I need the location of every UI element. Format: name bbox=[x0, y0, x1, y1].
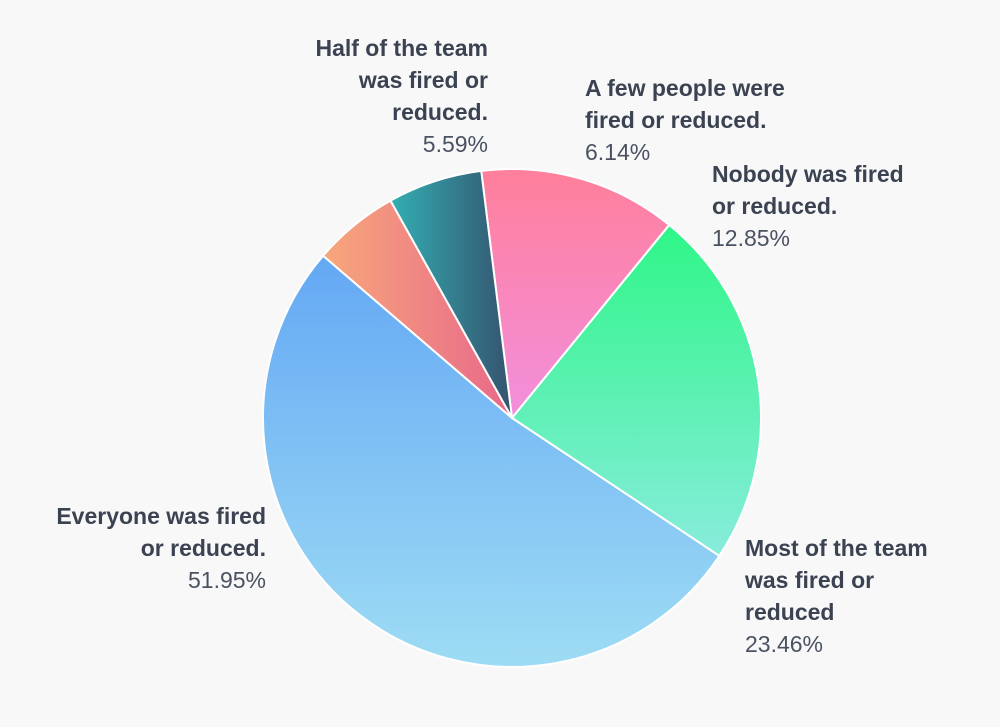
label-half-fired-pct: 5.59% bbox=[422, 131, 488, 157]
label-everyone-fired: Everyone was fired or reduced. 51.95% bbox=[56, 500, 266, 596]
label-few-fired-pct: 6.14% bbox=[585, 139, 651, 165]
label-few-fired-name: A few people were fired or reduced. bbox=[585, 75, 785, 133]
pie-slice-2 bbox=[262, 254, 721, 668]
pie-slice-0 bbox=[480, 168, 671, 421]
label-everyone-fired-pct: 51.95% bbox=[187, 567, 266, 593]
label-everyone-fired-name: Everyone was fired or reduced. bbox=[56, 503, 266, 561]
label-most-fired-name: Most of the team was fired or reduced bbox=[745, 535, 928, 625]
label-half-fired: Half of the team was fired or reduced. 5… bbox=[315, 32, 488, 160]
label-nobody-fired-pct: 12.85% bbox=[712, 225, 791, 251]
label-most-fired-pct: 23.46% bbox=[745, 631, 824, 657]
pie-slice-1 bbox=[510, 223, 762, 558]
label-few-fired: A few people were fired or reduced. 6.14… bbox=[585, 72, 785, 168]
label-half-fired-name: Half of the team was fired or reduced. bbox=[315, 35, 488, 125]
label-nobody-fired: Nobody was fired or reduced. 12.85% bbox=[712, 158, 904, 254]
label-nobody-fired-name: Nobody was fired or reduced. bbox=[712, 161, 904, 219]
label-most-fired: Most of the team was fired or reduced 23… bbox=[745, 532, 928, 660]
pie-slice-4 bbox=[389, 169, 513, 419]
